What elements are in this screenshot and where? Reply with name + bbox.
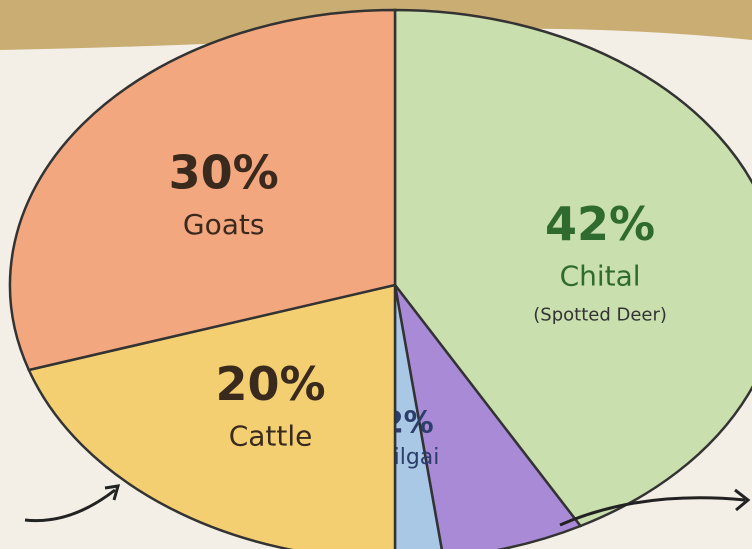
arrow-head <box>734 488 751 512</box>
value-label: 42% <box>545 197 655 251</box>
value-label: 30% <box>169 146 279 200</box>
category-label: Cattle <box>229 419 313 452</box>
value-label: 20% <box>215 357 325 411</box>
arrow <box>559 496 746 527</box>
arrow-head <box>104 484 121 501</box>
arrow <box>24 488 116 523</box>
pie-slice <box>8 8 397 372</box>
pie-slice <box>393 284 583 549</box>
category-label: Goats <box>183 208 265 241</box>
pie-slice <box>393 8 752 528</box>
pie-slice <box>393 284 443 549</box>
pie: 42%Chital(Spotted Deer)2%Nilgai20%Cattle… <box>8 8 752 549</box>
pie-slice <box>27 283 397 549</box>
category-label: Chital <box>560 259 641 292</box>
annotation: (Spotted Deer) <box>533 304 667 325</box>
